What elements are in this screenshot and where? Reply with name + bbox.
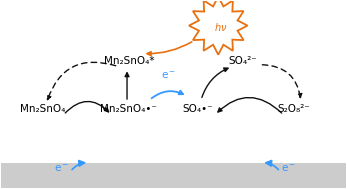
Text: e$^-$: e$^-$ [281, 163, 296, 174]
FancyArrowPatch shape [125, 73, 129, 99]
Bar [1, 163, 346, 188]
Text: Mn₂SnO₄•⁻: Mn₂SnO₄•⁻ [100, 104, 157, 114]
Text: e$^-$: e$^-$ [54, 163, 69, 174]
Text: h$\nu$: h$\nu$ [214, 21, 228, 33]
Text: Mn₂SnO₄*: Mn₂SnO₄* [103, 56, 154, 66]
FancyArrowPatch shape [218, 98, 282, 113]
FancyArrowPatch shape [147, 42, 192, 56]
Text: SO₄•⁻: SO₄•⁻ [182, 104, 213, 114]
Text: Mn₂SnO₄: Mn₂SnO₄ [20, 104, 65, 114]
FancyArrowPatch shape [65, 101, 109, 113]
Text: SO₄²⁻: SO₄²⁻ [228, 56, 257, 66]
Polygon shape [189, 0, 247, 55]
FancyArrowPatch shape [152, 91, 183, 98]
FancyArrowPatch shape [202, 68, 228, 98]
FancyArrowPatch shape [47, 62, 116, 100]
Text: e$^-$: e$^-$ [161, 70, 176, 81]
Text: S₂O₈²⁻: S₂O₈²⁻ [278, 104, 310, 114]
FancyArrowPatch shape [262, 65, 302, 98]
